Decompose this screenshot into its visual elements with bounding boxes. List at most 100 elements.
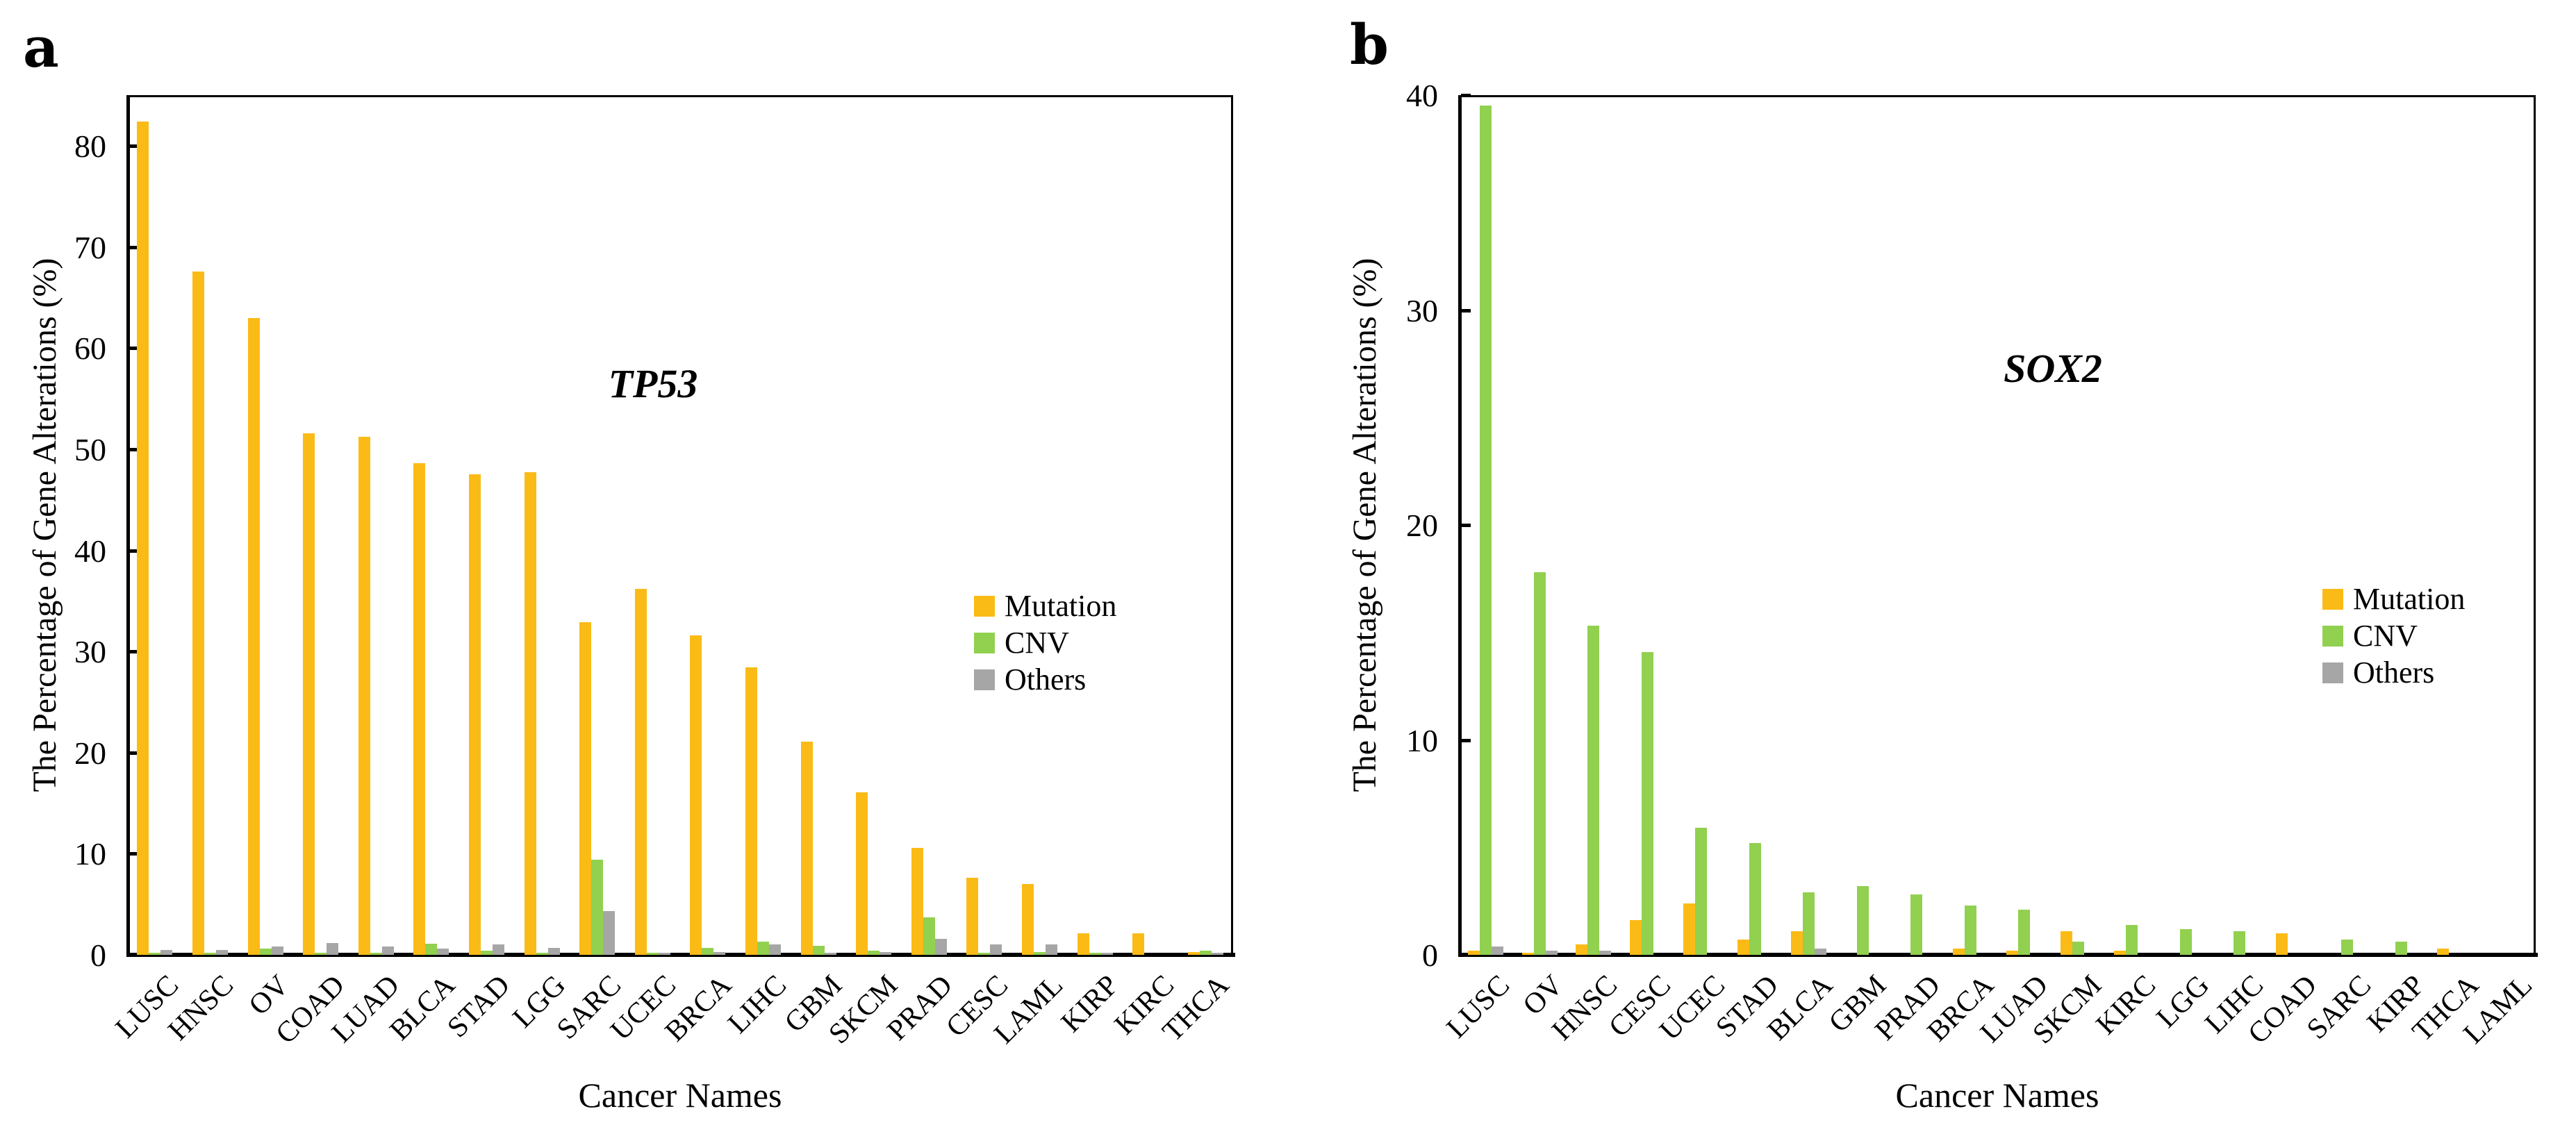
bar-cnv-PRAD [1910, 894, 1923, 955]
bar-others-CESC [990, 944, 1002, 955]
bar-mutation-LUSC [137, 122, 149, 955]
y-tick-a [129, 549, 139, 553]
others-swatch-icon [974, 669, 995, 690]
y-tick-label-a: 10 [74, 836, 106, 872]
panel-a-chart-title: TP53 [608, 361, 698, 406]
panel-b-legend: Mutation CNV Others [2322, 581, 2465, 691]
bar-mutation-BRCA [690, 635, 702, 955]
panel-a-legend: Mutation CNV Others [974, 587, 1116, 698]
panel-b-letter: b [1350, 12, 1389, 77]
bar-others-LAML [1045, 944, 1057, 955]
bar-cnv-CESC [1641, 651, 1653, 955]
y-tick-label-b: 0 [1422, 937, 1438, 973]
legend-item-label: Others [2353, 655, 2435, 690]
bar-others-KIRP [1100, 953, 1113, 955]
bar-others-SKCM [880, 951, 892, 955]
y-tick-label-a: 50 [74, 431, 106, 467]
bar-others-LUSC [1492, 946, 1504, 955]
bar-mutation-BRCA [1952, 948, 1965, 955]
bar-cnv-BLCA [1803, 892, 1815, 955]
y-tick-label-a: 0 [90, 937, 106, 973]
bar-others-LUAD [381, 947, 394, 955]
bar-mutation-LIHC [745, 667, 757, 955]
bar-mutation-UCEC [634, 588, 647, 955]
y-tick-a [129, 144, 139, 148]
bar-mutation-COAD [2275, 933, 2288, 955]
bar-cnv-LUAD [370, 953, 382, 955]
bar-cnv-BRCA [1964, 905, 1976, 955]
y-tick-b [1461, 94, 1471, 97]
bar-mutation-LUAD [358, 437, 370, 955]
bar-cnv-BRCA [702, 947, 714, 955]
bar-mutation-SKCM [2060, 931, 2072, 955]
y-axis-line-a [126, 95, 130, 957]
panel-b-x-axis-title: Cancer Names [1895, 1076, 2099, 1115]
legend-item-label: CNV [2353, 618, 2418, 653]
bar-others-OV [1545, 950, 1558, 955]
bar-cnv-LGG [2179, 928, 2192, 955]
bar-mutation-OV [247, 317, 260, 955]
bar-cnv-THCA [1199, 951, 1212, 955]
bar-cnv-KIRP [1089, 953, 1101, 955]
x-axis-line-a [126, 953, 1235, 957]
bar-cnv-UCEC [1695, 828, 1708, 955]
legend-item-label: Mutation [2353, 581, 2466, 616]
y-tick-b [1461, 524, 1471, 527]
y-tick-label-a: 60 [74, 331, 106, 367]
panel-a-letter: a [23, 15, 59, 80]
bar-cnv-PRAD [923, 917, 935, 955]
bar-cnv-STAD [480, 951, 493, 955]
bar-cnv-LAML [1033, 951, 1046, 955]
panel-a-x-axis-title: Cancer Names [578, 1076, 782, 1115]
bar-cnv-OV [1533, 572, 1546, 955]
bar-others-COAD [327, 942, 339, 955]
panel-a-plot-area [127, 95, 1233, 955]
bar-mutation-PRAD [911, 847, 923, 955]
y-tick-b [1461, 953, 1471, 957]
bar-cnv-LUSC [149, 953, 161, 955]
bar-cnv-STAD [1749, 843, 1761, 955]
bar-others-STAD [492, 944, 504, 955]
y-tick-label-a: 80 [74, 128, 106, 164]
bar-others-LGG [547, 947, 560, 955]
y-tick-a [129, 245, 139, 249]
bar-others-HNSC [215, 949, 228, 955]
bar-others-SARC [603, 911, 616, 955]
bar-mutation-STAD [1737, 940, 1749, 955]
bar-cnv-COAD [315, 953, 327, 955]
bar-others-LUSC [160, 949, 173, 955]
bar-others-THCA [1211, 953, 1223, 955]
x-axis-line-b [1458, 953, 2538, 957]
bar-cnv-SARC [591, 860, 604, 955]
bar-mutation-LUAD [2006, 950, 2019, 955]
bar-mutation-SKCM [856, 792, 868, 955]
bar-others-OV [271, 947, 283, 955]
bar-others-LIHC [768, 944, 781, 955]
mutation-swatch-icon [2322, 588, 2343, 610]
bar-mutation-THCA [2437, 948, 2450, 955]
bar-cnv-KIRP [2395, 942, 2407, 955]
legend-item-label: Others [1005, 662, 1087, 697]
bar-others-BLCA [437, 949, 449, 955]
bar-cnv-SARC [2341, 940, 2354, 955]
bar-mutation-HNSC [192, 271, 204, 955]
bar-cnv-HNSC [1587, 626, 1600, 955]
y-tick-b [1461, 738, 1471, 742]
y-tick-a [129, 852, 139, 856]
y-tick-a [129, 347, 139, 351]
y-tick-a [129, 751, 139, 755]
y-tick-b [1461, 308, 1471, 312]
legend-item-mutation: Mutation [2322, 581, 2465, 617]
bar-mutation-BLCA [1791, 931, 1803, 955]
bar-cnv-UCEC [646, 953, 659, 955]
bar-cnv-GBM [812, 945, 825, 955]
y-tick-label-a: 70 [74, 229, 106, 265]
bar-cnv-BLCA [425, 943, 438, 955]
y-tick-a [129, 650, 139, 654]
bar-cnv-LUAD [2018, 910, 2031, 955]
bar-cnv-SKCM [868, 951, 880, 955]
y-tick-label-a: 30 [74, 634, 106, 670]
legend-item-cnv: CNV [974, 624, 1116, 661]
bar-mutation-LUSC [1468, 950, 1480, 955]
